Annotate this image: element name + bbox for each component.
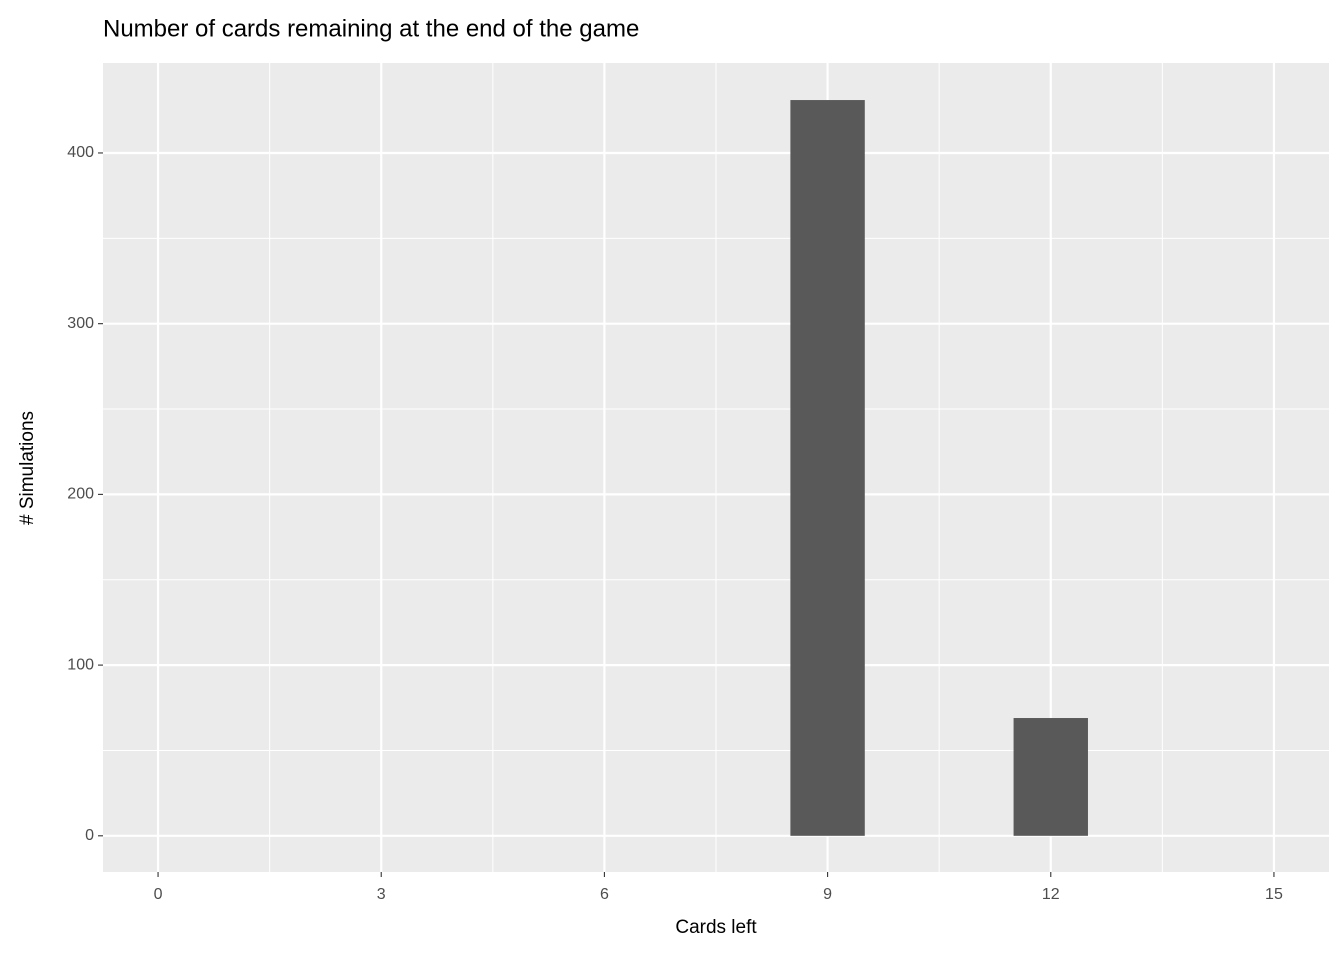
bar <box>790 100 865 836</box>
bar <box>1013 718 1088 836</box>
y-axis-title: # Simulations <box>17 411 38 525</box>
chart-title: Number of cards remaining at the end of … <box>103 15 639 42</box>
x-tick-label: 6 <box>600 886 609 903</box>
x-tick-label: 15 <box>1265 886 1283 903</box>
y-tick-label: 100 <box>67 656 94 673</box>
x-tick-label: 0 <box>154 886 163 903</box>
y-tick-label: 400 <box>67 144 94 161</box>
x-tick-label: 12 <box>1042 886 1060 903</box>
x-tick-label: 3 <box>377 886 386 903</box>
y-tick-label: 300 <box>67 315 94 332</box>
x-axis-title: Cards left <box>675 917 757 938</box>
y-tick-label: 0 <box>85 827 94 844</box>
x-tick-label: 9 <box>823 886 832 903</box>
y-tick-label: 200 <box>67 486 94 503</box>
